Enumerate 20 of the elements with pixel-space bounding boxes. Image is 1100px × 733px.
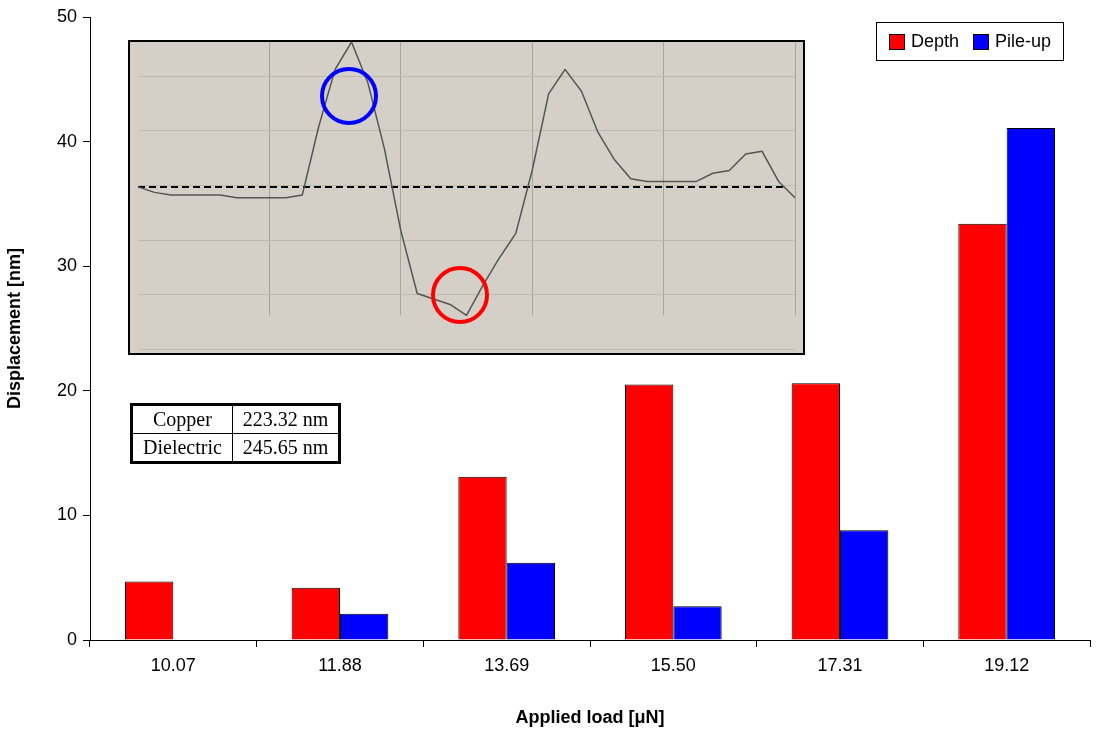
x-tick-label: 11.88 (318, 654, 362, 675)
y-tick-label: 0 (66, 628, 77, 649)
legend-label: Depth (910, 31, 959, 52)
legend-label: Pile-up (994, 31, 1051, 52)
x-tick-label: 10.07 (150, 654, 196, 675)
y-tick-label: 40 (56, 130, 77, 151)
x-tick-label: 19.12 (984, 654, 1030, 675)
y-tick-label: 50 (56, 5, 77, 26)
x-tick-label: 15.50 (650, 654, 696, 675)
y-axis-title: Displacement [nm] (3, 247, 24, 410)
y-tick-label: 30 (56, 255, 77, 276)
y-tick-label: 20 (56, 379, 77, 400)
y-tick-label: 10 (56, 504, 77, 525)
annotation: 245.65 nm (232, 433, 340, 463)
annotation: 223.32 nm (232, 404, 340, 434)
x-tick-label: 17.31 (817, 654, 863, 675)
x-tick-label: 13.69 (484, 654, 530, 675)
annotation: Dielectric (131, 433, 233, 463)
x-axis-title: Applied load [μN] (515, 707, 665, 728)
annotation: Copper (131, 404, 233, 434)
